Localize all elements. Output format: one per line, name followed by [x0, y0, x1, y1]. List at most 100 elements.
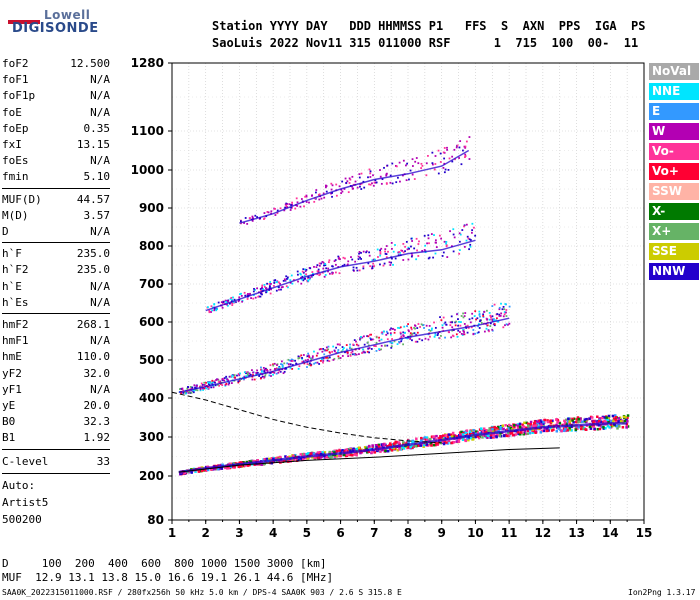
echo-point: [351, 454, 354, 457]
echo-point: [390, 261, 393, 264]
echo-point: [362, 265, 365, 268]
echo-point: [281, 360, 283, 363]
echo-point: [290, 204, 292, 206]
echo-point: [217, 301, 220, 304]
param-row: fmin 5.10: [2, 169, 110, 185]
echo-point: [410, 444, 414, 448]
echo-point: [279, 367, 282, 370]
echo-point: [351, 185, 353, 188]
echo-point: [362, 180, 365, 183]
echo-point: [429, 329, 432, 332]
echo-point: [322, 267, 325, 270]
echo-point: [205, 381, 207, 384]
echo-point: [505, 311, 507, 314]
echo-point: [422, 443, 426, 447]
echo-point: [626, 420, 629, 423]
echo-point: [375, 336, 378, 339]
x-tick-label: 6: [336, 526, 344, 540]
echo-point: [229, 465, 233, 469]
echo-point: [419, 326, 422, 328]
echo-point: [455, 320, 457, 323]
echo-point: [302, 268, 305, 271]
echo-point: [275, 289, 278, 292]
echo-point: [434, 441, 438, 444]
echo-point: [579, 417, 582, 420]
echo-point: [546, 419, 549, 422]
echo-point: [205, 387, 208, 390]
echo-point: [366, 451, 369, 454]
echo-point: [352, 187, 355, 190]
echo-point: [480, 321, 483, 324]
echo-point: [468, 136, 471, 138]
echo-point: [459, 331, 461, 333]
echo-point: [478, 327, 481, 329]
echo-point: [417, 162, 420, 165]
echo-point: [516, 426, 520, 430]
echo-point: [443, 322, 446, 325]
echo-point: [281, 366, 284, 368]
y-tick-label: 800: [139, 239, 164, 253]
echo-point: [525, 421, 528, 425]
echo-point: [385, 253, 388, 256]
echo-point: [369, 183, 372, 186]
echo-point: [281, 364, 284, 367]
echo-point: [428, 329, 430, 331]
echo-point: [334, 263, 337, 266]
echo-point: [277, 286, 280, 289]
legend-item: SSE: [649, 243, 699, 260]
param-row: foEs N/A: [2, 153, 110, 169]
echo-point: [490, 316, 492, 319]
echo-point: [324, 456, 328, 459]
param-row: hmF1 N/A: [2, 333, 110, 349]
echo-point: [306, 366, 308, 368]
echo-point: [518, 422, 522, 426]
echo-point: [335, 454, 338, 458]
echo-point: [585, 417, 588, 421]
echo-point: [605, 420, 608, 424]
echo-point: [393, 328, 396, 331]
echo-point: [394, 257, 397, 260]
echo-point: [404, 245, 406, 248]
echo-point: [457, 324, 460, 327]
echo-point: [328, 259, 331, 262]
echo-point: [322, 361, 324, 364]
echo-point: [540, 429, 544, 433]
echo-point: [531, 431, 534, 435]
echo-point: [338, 185, 341, 188]
echo-point: [614, 414, 617, 417]
echo-point: [327, 270, 329, 273]
echo-point: [272, 373, 274, 376]
echo-point: [344, 177, 347, 180]
echo-point: [323, 196, 326, 199]
echo-point: [325, 185, 328, 187]
echo-point: [471, 312, 474, 315]
echo-point: [523, 429, 527, 433]
echo-point: [233, 465, 237, 468]
echo-point: [233, 374, 236, 377]
echo-point: [370, 348, 373, 350]
param-value: N/A: [90, 382, 110, 396]
echo-point: [457, 438, 460, 442]
echo-point: [616, 427, 619, 430]
echo-point: [301, 275, 304, 278]
echo-point: [492, 436, 495, 439]
echo-point: [386, 449, 390, 453]
echo-point: [411, 165, 414, 167]
param-key: fmin: [2, 170, 29, 184]
echo-point: [370, 333, 372, 336]
echo-point: [262, 288, 264, 290]
echo-point: [404, 441, 407, 445]
echo-point: [313, 200, 316, 203]
echo-point: [243, 371, 246, 374]
echo-point: [373, 181, 376, 184]
echo-point: [321, 451, 324, 454]
echo-point: [386, 332, 389, 335]
echo-point: [601, 420, 604, 424]
echo-point: [466, 331, 469, 334]
echo-point: [395, 165, 398, 168]
echo-point: [475, 430, 478, 433]
echo-point: [555, 430, 559, 433]
param-key: MUF(D): [2, 192, 42, 206]
echo-point: [325, 454, 328, 458]
echo-point: [348, 182, 351, 184]
